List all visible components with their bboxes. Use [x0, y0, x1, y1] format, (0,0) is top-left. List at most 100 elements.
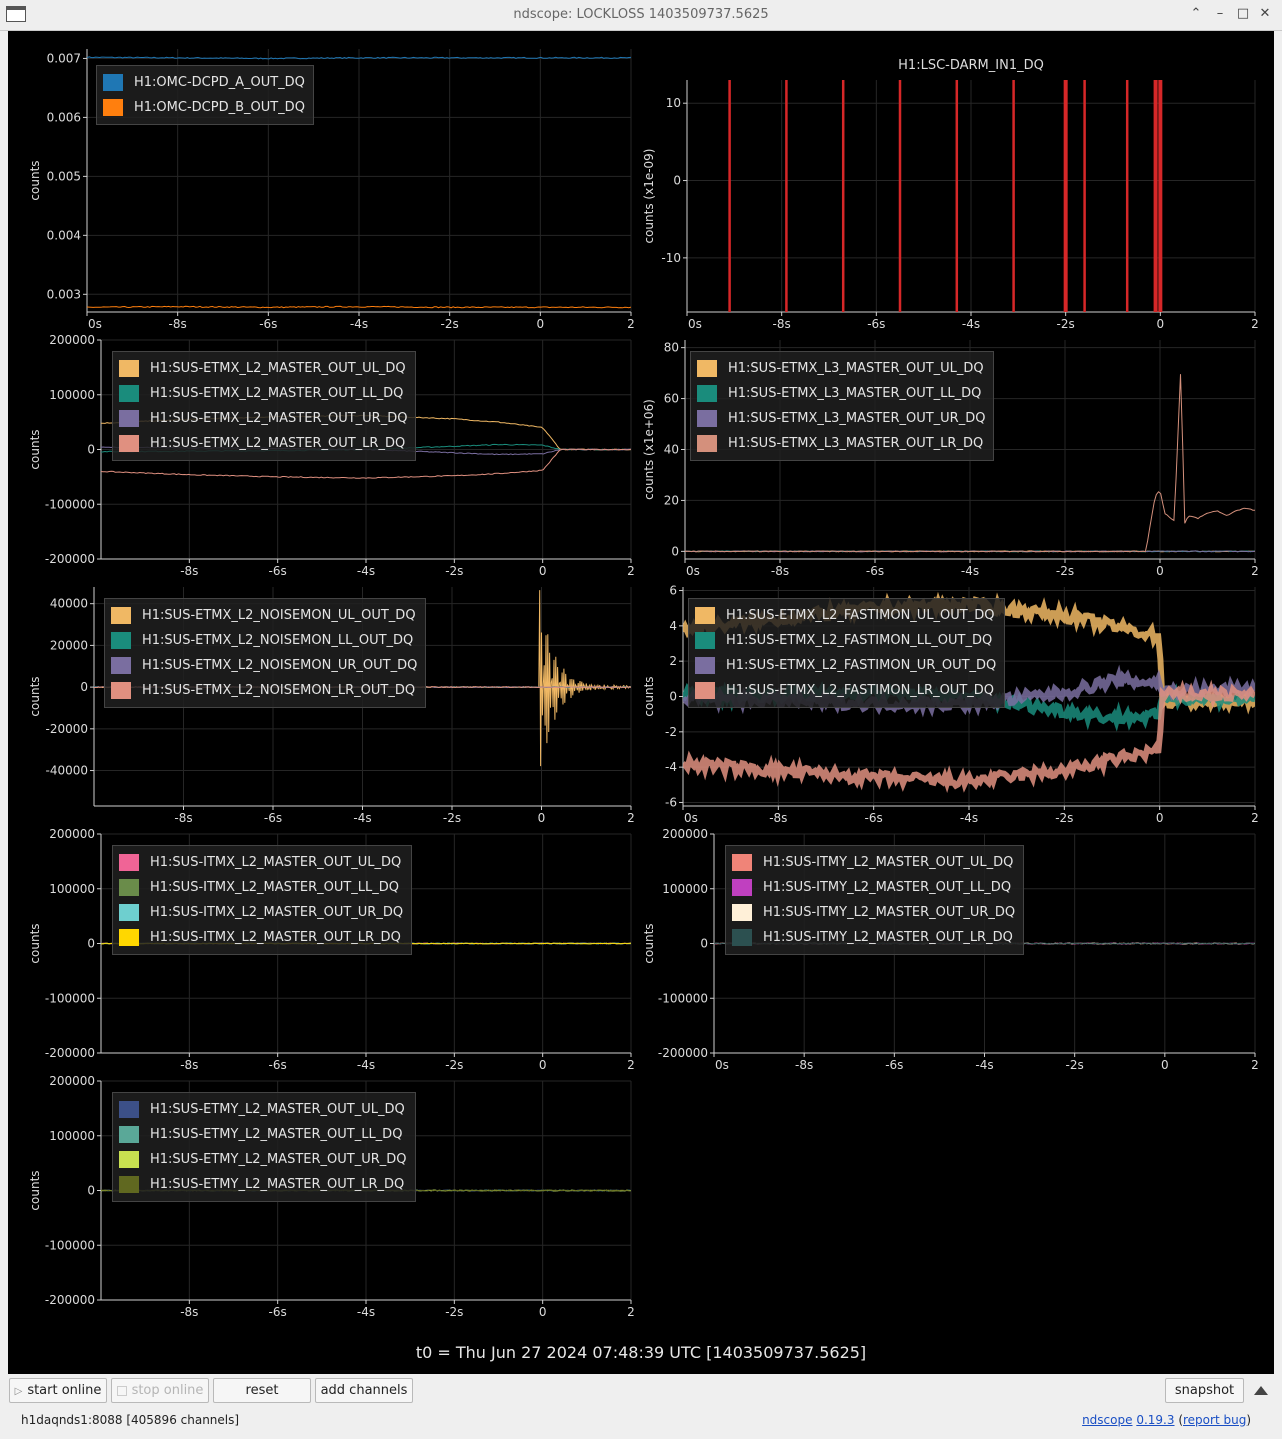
legend-item[interactable]: H1:SUS-ITMY_L2_MASTER_OUT_UR_DQ: [732, 900, 1015, 925]
legend-item[interactable]: H1:SUS-ETMX_L2_MASTER_OUT_LL_DQ: [119, 381, 407, 406]
x-tick-label: 0: [1156, 564, 1164, 578]
legend-item[interactable]: H1:SUS-ETMX_L2_MASTER_OUT_LR_DQ: [119, 431, 407, 456]
plot-legend[interactable]: H1:SUS-ETMX_L2_NOISEMON_UL_OUT_DQ H1:SUS-…: [104, 598, 427, 708]
legend-item[interactable]: H1:SUS-ETMX_L2_FASTIMON_UL_OUT_DQ: [695, 603, 996, 628]
plot-legend[interactable]: H1:SUS-ETMX_L2_FASTIMON_UL_OUT_DQ H1:SUS-…: [688, 598, 1006, 708]
legend-swatch: [111, 682, 131, 699]
legend-item[interactable]: H1:SUS-ITMY_L2_MASTER_OUT_UL_DQ: [732, 850, 1015, 875]
plot-legend[interactable]: H1:SUS-ETMY_L2_MASTER_OUT_UL_DQ H1:SUS-ET…: [112, 1092, 416, 1202]
legend-item[interactable]: H1:SUS-ETMX_L2_NOISEMON_LR_OUT_DQ: [111, 678, 417, 703]
legend-item[interactable]: H1:OMC-DCPD_B_OUT_DQ: [103, 95, 305, 120]
title-bar[interactable]: ndscope: LOCKLOSS 1403509737.5625 ⌃ – □ …: [0, 0, 1282, 31]
y-axis-label: counts: [28, 676, 42, 716]
legend-item[interactable]: H1:SUS-ETMY_L2_MASTER_OUT_LL_DQ: [119, 1122, 407, 1147]
y-axis-label: counts: [28, 923, 42, 963]
plot-legend[interactable]: H1:OMC-DCPD_A_OUT_DQ H1:OMC-DCPD_B_OUT_DQ: [96, 65, 314, 125]
y-tick-label: 0.003: [47, 287, 81, 301]
x-tick-label: -2s: [1055, 811, 1073, 825]
y-tick-label: 20000: [50, 638, 88, 652]
legend-label: H1:SUS-ITMY_L2_MASTER_OUT_UR_DQ: [763, 905, 1016, 920]
stop-online-button[interactable]: stop online: [111, 1378, 209, 1403]
legend-item[interactable]: H1:SUS-ETMX_L2_MASTER_OUT_UL_DQ: [119, 356, 407, 381]
legend-item[interactable]: H1:SUS-ETMY_L2_MASTER_OUT_UR_DQ: [119, 1147, 407, 1172]
legend-item[interactable]: H1:SUS-ETMX_L3_MASTER_OUT_UR_DQ: [697, 406, 985, 431]
window-title: ndscope: LOCKLOSS 1403509737.5625: [513, 7, 769, 22]
legend-label: H1:SUS-ETMX_L3_MASTER_OUT_UL_DQ: [728, 361, 984, 376]
legend-item[interactable]: H1:SUS-ETMX_L3_MASTER_OUT_LR_DQ: [697, 431, 985, 456]
plot-legend[interactable]: H1:SUS-ETMX_L3_MASTER_OUT_UL_DQ H1:SUS-ET…: [690, 351, 995, 461]
x-tick-label: -2s: [1056, 564, 1074, 578]
legend-item[interactable]: H1:SUS-ITMX_L2_MASTER_OUT_LL_DQ: [119, 875, 403, 900]
series-group: [685, 374, 1255, 553]
maximize-icon[interactable]: □: [1236, 6, 1250, 21]
shade-icon[interactable]: ⌃: [1190, 6, 1202, 21]
add-channels-button[interactable]: add channels: [315, 1378, 413, 1403]
x-tick-label: -8s: [169, 317, 187, 331]
legend-item[interactable]: H1:SUS-ITMX_L2_MASTER_OUT_UR_DQ: [119, 900, 403, 925]
y-tick-label: 100000: [49, 1129, 95, 1143]
legend-label: H1:SUS-ETMX_L2_FASTIMON_LL_OUT_DQ: [726, 633, 993, 648]
ndscope-link[interactable]: ndscope: [1082, 1413, 1133, 1427]
x-tick-label: -6s: [867, 317, 885, 331]
legend-item[interactable]: H1:SUS-ETMX_L3_MASTER_OUT_LL_DQ: [697, 381, 985, 406]
snapshot-button[interactable]: snapshot: [1165, 1378, 1244, 1403]
reset-button[interactable]: reset: [213, 1378, 311, 1403]
plot-legend[interactable]: H1:SUS-ETMX_L2_MASTER_OUT_UL_DQ H1:SUS-ET…: [112, 351, 417, 461]
legend-label: H1:SUS-ETMX_L2_FASTIMON_UR_OUT_DQ: [726, 658, 997, 673]
plot-legend[interactable]: H1:SUS-ITMX_L2_MASTER_OUT_UL_DQ H1:SUS-IT…: [112, 845, 413, 955]
legend-item[interactable]: H1:OMC-DCPD_A_OUT_DQ: [103, 70, 305, 95]
report-bug-link[interactable]: report bug: [1183, 1413, 1247, 1427]
legend-item[interactable]: H1:SUS-ITMX_L2_MASTER_OUT_UL_DQ: [119, 850, 403, 875]
legend-label: H1:OMC-DCPD_A_OUT_DQ: [134, 75, 305, 90]
legend-label: H1:SUS-ETMX_L2_MASTER_OUT_LL_DQ: [150, 386, 404, 401]
legend-label: H1:SUS-ETMY_L2_MASTER_OUT_UL_DQ: [150, 1102, 405, 1117]
x-tick-label: 0: [539, 1058, 547, 1072]
legend-swatch: [695, 632, 715, 649]
legend-item[interactable]: H1:SUS-ETMX_L2_FASTIMON_LL_OUT_DQ: [695, 628, 996, 653]
legend-item[interactable]: H1:SUS-ETMX_L3_MASTER_OUT_UL_DQ: [697, 356, 985, 381]
legend-item[interactable]: H1:SUS-ETMY_L2_MASTER_OUT_LR_DQ: [119, 1172, 407, 1197]
legend-label: H1:SUS-ETMY_L2_MASTER_OUT_UR_DQ: [150, 1152, 407, 1167]
plot-legend[interactable]: H1:SUS-ITMY_L2_MASTER_OUT_UL_DQ H1:SUS-IT…: [725, 845, 1025, 955]
legend-label: H1:SUS-ETMX_L2_NOISEMON_UR_OUT_DQ: [142, 658, 418, 673]
y-tick-label: -20000: [45, 722, 88, 736]
legend-item[interactable]: H1:SUS-ITMY_L2_MASTER_OUT_LR_DQ: [732, 925, 1015, 950]
close-icon[interactable]: ✕: [1259, 6, 1271, 21]
legend-item[interactable]: H1:SUS-ITMX_L2_MASTER_OUT_LR_DQ: [119, 925, 403, 950]
darm-bar: [841, 80, 845, 312]
x-tick-label: 2: [627, 317, 635, 331]
minimize-icon[interactable]: –: [1216, 6, 1224, 21]
y-axis-label: counts (x1e-09): [642, 148, 656, 243]
legend-label: H1:SUS-ITMX_L2_MASTER_OUT_UL_DQ: [150, 855, 402, 870]
legend-swatch: [732, 854, 752, 871]
x-tick-label: 2: [627, 811, 635, 825]
y-tick-label: 0.007: [47, 51, 81, 65]
version-link[interactable]: 0.19.3: [1136, 1413, 1175, 1427]
legend-item[interactable]: H1:SUS-ITMY_L2_MASTER_OUT_LL_DQ: [732, 875, 1015, 900]
legend-item[interactable]: H1:SUS-ETMX_L2_NOISEMON_UR_OUT_DQ: [111, 653, 417, 678]
legend-item[interactable]: H1:SUS-ETMX_L2_FASTIMON_UR_OUT_DQ: [695, 653, 996, 678]
plot-area[interactable]: 0s -8s -6s -4s -2s 0 2 0.007 0.006 0.005 0.004 0.00…: [8, 31, 1274, 1374]
legend-item[interactable]: H1:SUS-ETMX_L2_FASTIMON_LR_OUT_DQ: [695, 678, 996, 703]
y-tick-label: 0: [87, 1184, 95, 1198]
status-bar: h1daqnds1:8088 [405896 channels] ndscope…: [0, 1408, 1282, 1439]
y-tick-label: -200000: [45, 1293, 95, 1307]
legend-item[interactable]: H1:SUS-ETMX_L2_NOISEMON_UL_OUT_DQ: [111, 603, 417, 628]
x-tick-label: 0: [539, 1305, 547, 1319]
x-tick-label: -2s: [445, 1058, 463, 1072]
legend-label: H1:SUS-ETMX_L2_MASTER_OUT_UL_DQ: [150, 361, 406, 376]
legend-swatch: [695, 607, 715, 624]
legend-swatch: [119, 385, 139, 402]
legend-item[interactable]: H1:SUS-ETMX_L2_NOISEMON_LL_OUT_DQ: [111, 628, 417, 653]
y-tick-label: 0: [671, 544, 679, 558]
legend-swatch: [103, 74, 123, 91]
start-online-button[interactable]: ▷ start online: [9, 1378, 107, 1403]
y-tick-label: 100000: [49, 388, 95, 402]
collapse-arrow-icon[interactable]: [1254, 1386, 1268, 1395]
stop-icon: [116, 1385, 127, 1396]
legend-swatch: [103, 99, 123, 116]
legend-item[interactable]: H1:SUS-ETMY_L2_MASTER_OUT_UL_DQ: [119, 1097, 407, 1122]
legend-item[interactable]: H1:SUS-ETMX_L2_MASTER_OUT_UR_DQ: [119, 406, 407, 431]
x-tick-label: -4s: [357, 1305, 375, 1319]
y-tick-label: 0.004: [47, 228, 81, 242]
